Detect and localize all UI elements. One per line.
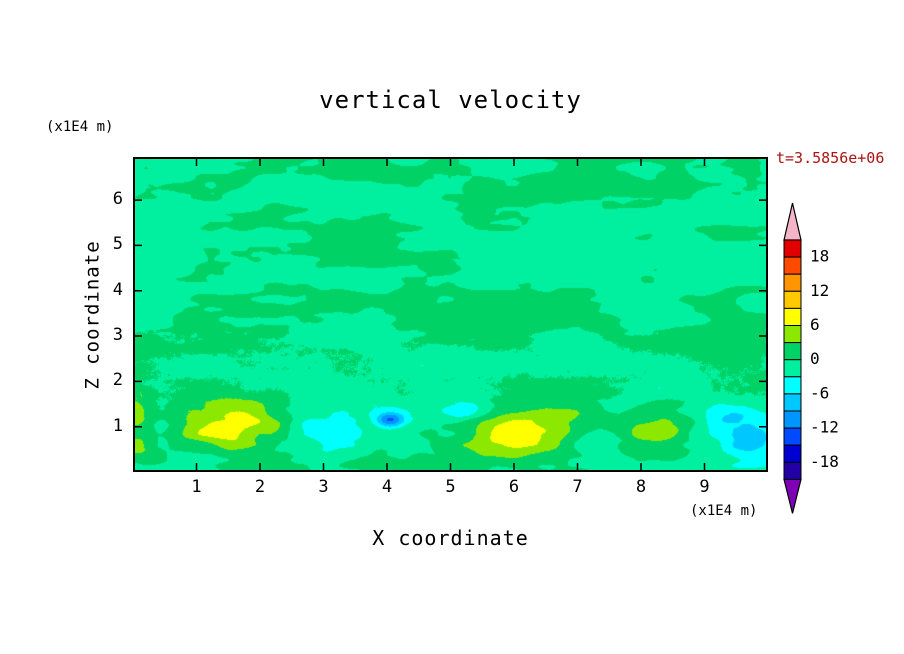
chart-title: vertical velocity bbox=[319, 86, 582, 114]
y-tick-label: 2 bbox=[112, 370, 123, 391]
colorbar-label: -18 bbox=[810, 452, 839, 471]
y-tick-label: 5 bbox=[112, 234, 123, 255]
y-tick-label: 1 bbox=[112, 415, 123, 436]
colorbar-segment bbox=[783, 393, 802, 412]
colorbar-segment bbox=[783, 307, 802, 327]
contour-field-canvas bbox=[133, 157, 768, 472]
y-tick-label: 4 bbox=[112, 279, 123, 300]
colorbar-segment bbox=[783, 444, 802, 463]
colorbar-segment bbox=[783, 290, 802, 309]
plot-border bbox=[133, 157, 768, 472]
colorbar-segment bbox=[783, 342, 802, 361]
colorbar-segment bbox=[783, 427, 802, 446]
colorbar-label: 6 bbox=[810, 315, 820, 334]
colorbar-under-arrow bbox=[783, 478, 802, 514]
y-tick-label: 3 bbox=[112, 325, 123, 346]
axes-frame bbox=[133, 157, 768, 472]
axis-ticks bbox=[133, 157, 768, 472]
y-axis-title: Z coordinate bbox=[82, 239, 104, 390]
colorbar-segment bbox=[783, 256, 802, 275]
x-tick-label: 5 bbox=[445, 477, 456, 497]
x-tick-label: 4 bbox=[381, 477, 393, 497]
x-axis-unit-label: (x1E4 m) bbox=[690, 503, 758, 519]
plot-area bbox=[133, 157, 768, 472]
colorbar-segment bbox=[783, 273, 802, 292]
colorbar-label: -12 bbox=[810, 418, 839, 437]
x-tick-label: 1 bbox=[191, 477, 202, 497]
colorbar-segment bbox=[783, 461, 802, 480]
colorbar-segment bbox=[783, 239, 802, 258]
x-axis-title: X coordinate bbox=[372, 526, 529, 550]
colorbar-label: -6 bbox=[810, 383, 829, 402]
x-tick-label: 8 bbox=[635, 477, 647, 497]
x-tick-label: 9 bbox=[699, 477, 710, 497]
time-stamp: t=3.5856e+06 bbox=[776, 149, 885, 167]
y-tick-label: 6 bbox=[112, 189, 123, 210]
colorbar-segment bbox=[783, 325, 802, 344]
y-axis-unit-label: (x1E4 m) bbox=[46, 119, 114, 135]
colorbar-segment bbox=[783, 376, 802, 395]
x-tick-label: 2 bbox=[254, 477, 266, 497]
x-tick-label: 3 bbox=[318, 477, 329, 497]
colorbar: 18 12 6 0 -6 -12 -18 bbox=[783, 202, 839, 514]
colorbar-segment bbox=[783, 410, 802, 429]
x-tick-label: 6 bbox=[508, 477, 520, 497]
colorbar-label: 0 bbox=[810, 349, 820, 368]
colorbar-segment bbox=[783, 359, 802, 378]
x-tick-label: 7 bbox=[572, 477, 583, 497]
colorbar-over-arrow bbox=[783, 202, 802, 241]
colorbar-label: 12 bbox=[810, 281, 829, 300]
colorbar-label: 18 bbox=[810, 247, 829, 266]
